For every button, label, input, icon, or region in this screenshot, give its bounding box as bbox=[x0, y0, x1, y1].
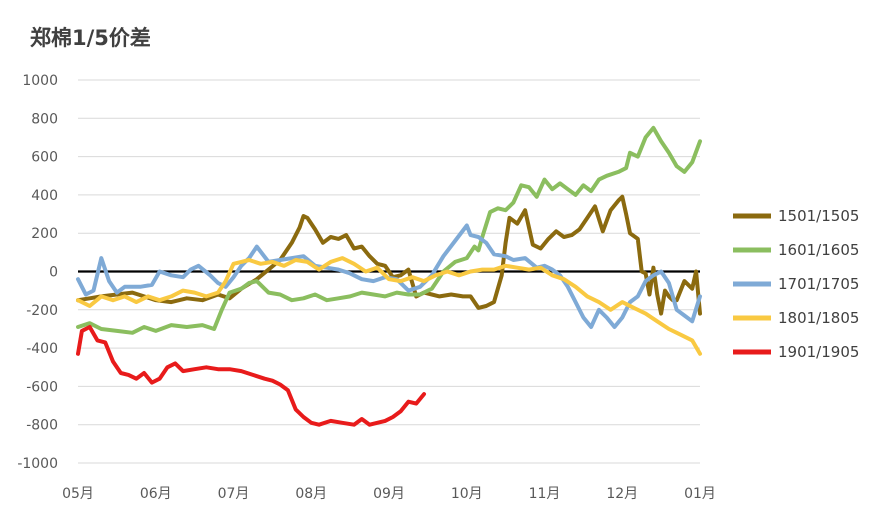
x-tick-label: 11月 bbox=[529, 486, 561, 502]
x-tick-label: 07月 bbox=[218, 486, 250, 502]
series-lines bbox=[76, 125, 702, 427]
x-tick-label: 08月 bbox=[295, 486, 327, 502]
legend-label: 1501/1505 bbox=[778, 207, 859, 225]
chart-title: 郑棉1/5价差 bbox=[30, 26, 151, 50]
legend-label: 1701/1705 bbox=[778, 275, 859, 293]
x-tick-label: 12月 bbox=[606, 486, 638, 502]
x-axis-ticks: 05月 06月 07月 08月 09月 10月 11月 12月 01月 bbox=[62, 486, 716, 502]
x-tick-label: 01月 bbox=[684, 486, 716, 502]
y-tick-label: 800 bbox=[31, 111, 58, 127]
y-tick-label: -800 bbox=[26, 418, 58, 434]
series-line-1701-1705 bbox=[76, 223, 702, 329]
legend-label: 1601/1605 bbox=[778, 241, 859, 259]
legend: 1501/1505 1601/1605 1701/1705 1801/1805 1901… bbox=[733, 207, 859, 361]
x-tick-label: 09月 bbox=[373, 486, 405, 502]
y-tick-label: 600 bbox=[31, 150, 58, 166]
x-tick-label: 06月 bbox=[140, 486, 172, 502]
series-line-1801-1805 bbox=[76, 256, 702, 356]
y-tick-label: 200 bbox=[31, 226, 58, 242]
y-tick-label: 0 bbox=[49, 265, 58, 281]
x-tick-label: 05月 bbox=[62, 486, 94, 502]
y-tick-label: 400 bbox=[31, 188, 58, 204]
legend-label: 1901/1905 bbox=[778, 343, 859, 361]
y-tick-label: -400 bbox=[26, 341, 58, 357]
y-tick-label: -1000 bbox=[17, 456, 58, 472]
series-line-1901-1905 bbox=[76, 325, 426, 427]
series-line-1601-1605 bbox=[76, 125, 702, 335]
y-tick-label: 1000 bbox=[22, 73, 58, 89]
legend-label: 1801/1805 bbox=[778, 309, 859, 327]
y-tick-label: -600 bbox=[26, 379, 58, 395]
x-tick-label: 10月 bbox=[451, 486, 483, 502]
y-tick-label: -200 bbox=[26, 303, 58, 319]
y-axis-ticks: 1000 800 600 400 200 0 -200 -400 -600 -800 -1000 bbox=[17, 73, 58, 472]
